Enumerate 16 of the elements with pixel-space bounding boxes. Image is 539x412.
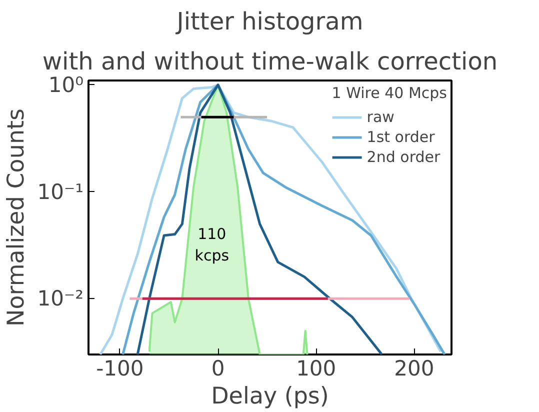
y-tick-label: 10⁰ — [48, 72, 84, 97]
legend-label: raw — [366, 108, 394, 126]
x-tick-label: -100 — [96, 356, 144, 380]
chart-title: Jitter histogram — [174, 8, 364, 36]
y-tick-label: 10⁻² — [37, 286, 84, 311]
legend-label: 1st order — [366, 128, 435, 146]
annotation: 110 kcps — [194, 225, 230, 265]
x-tick-label: 0 — [211, 356, 225, 380]
y-axis-title: Normalized Counts — [3, 108, 30, 327]
legend-label: 2nd order — [366, 148, 440, 166]
y-tick-label: 10⁻¹ — [37, 180, 84, 204]
x-tick-label: 100 — [296, 356, 336, 380]
legend-title: 1 Wire 40 Mcps — [332, 84, 447, 102]
chart-subtitle: with and without time-walk correction — [42, 48, 498, 76]
x-tick-label: 200 — [394, 356, 434, 380]
x-axis-title: Delay (ps) — [211, 384, 329, 410]
